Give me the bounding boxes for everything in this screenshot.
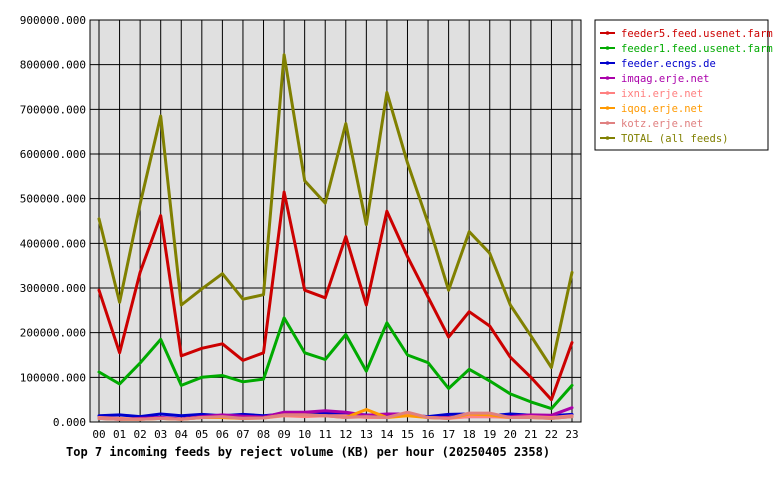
y-tick-label: 900000.000: [20, 14, 86, 27]
y-tick-label: 700000.000: [20, 103, 86, 116]
x-tick-label: 21: [524, 428, 537, 441]
x-tick-label: 07: [236, 428, 249, 441]
legend-label: feeder1.feed.usenet.farm: [621, 43, 773, 55]
x-tick-label: 04: [175, 428, 189, 441]
x-tick-label: 17: [442, 428, 455, 441]
y-tick-label: 300000.000: [20, 282, 86, 295]
x-tick-label: 22: [545, 428, 558, 441]
y-tick-label: 100000.000: [20, 371, 86, 384]
x-tick-label: 01: [113, 428, 126, 441]
chart-title: Top 7 incoming feeds by reject volume (K…: [66, 445, 550, 459]
x-tick-label: 00: [92, 428, 105, 441]
series-lines: [97, 53, 574, 421]
series-line-1: [97, 316, 574, 411]
x-tick-label: 03: [154, 428, 167, 441]
legend-swatch-dot: [605, 76, 610, 80]
legend-swatch-dot: [605, 121, 610, 125]
legend-label: ixni.erje.net: [621, 88, 703, 100]
y-tick-label: 200000.000: [20, 327, 86, 340]
legend-label: TOTAL (all feeds): [621, 133, 728, 145]
legend-label: imqag.erje.net: [621, 73, 710, 85]
x-tick-label: 10: [298, 428, 311, 441]
x-tick-label: 16: [421, 428, 434, 441]
x-tick-label: 15: [401, 428, 414, 441]
x-tick-label: 06: [216, 428, 229, 441]
x-tick-label: 18: [463, 428, 476, 441]
x-tick-label: 20: [504, 428, 517, 441]
y-tick-label: 400000.000: [20, 237, 86, 250]
y-tick-label: 800000.000: [20, 59, 86, 72]
series-line-7: [97, 53, 574, 369]
x-tick-label: 19: [483, 428, 496, 441]
y-axis-tick-labels: 0.000 100000.000 200000.000 300000.000 40000…: [20, 14, 86, 429]
plot-area: [89, 19, 582, 423]
legend-label: feeder.ecngs.de: [621, 58, 716, 70]
x-tick-label: 14: [380, 428, 394, 441]
x-tick-label: 12: [339, 428, 352, 441]
legend-label: feeder5.feed.usenet.farm: [621, 28, 773, 40]
x-tick-label: 09: [277, 428, 290, 441]
series-line-6: [97, 410, 574, 421]
legend-swatch-dot: [605, 106, 610, 110]
y-tick-label: 600000.000: [20, 148, 86, 161]
legend-swatch-dot: [605, 61, 610, 65]
y-tick-label: 0.000: [53, 416, 86, 429]
legend-label: iqoq.erje.net: [621, 103, 703, 115]
legend-box: [594, 19, 769, 151]
legend-swatch-dot: [605, 31, 610, 35]
legend: feeder5.feed.usenet.farm feeder1.feed.use…: [600, 28, 773, 145]
x-tick-label: 11: [319, 428, 332, 441]
x-tick-label: 13: [360, 428, 373, 441]
x-tick-label: 08: [257, 428, 270, 441]
x-tick-label: 23: [565, 428, 578, 441]
legend-swatch-dot: [605, 91, 610, 95]
legend-label: kotz.erje.net: [621, 118, 703, 130]
legend-swatch-dot: [605, 46, 610, 50]
x-axis-tick-labels: 00 01 02 03 04 05 06 07 08 09 10 11 12 13 14 15 16 17 18 19…: [92, 428, 578, 441]
series-line-0: [97, 190, 574, 402]
legend-swatch-dot: [605, 136, 610, 140]
x-tick-label: 05: [195, 428, 208, 441]
x-tick-label: 02: [134, 428, 147, 441]
y-tick-label: 500000.000: [20, 193, 86, 206]
